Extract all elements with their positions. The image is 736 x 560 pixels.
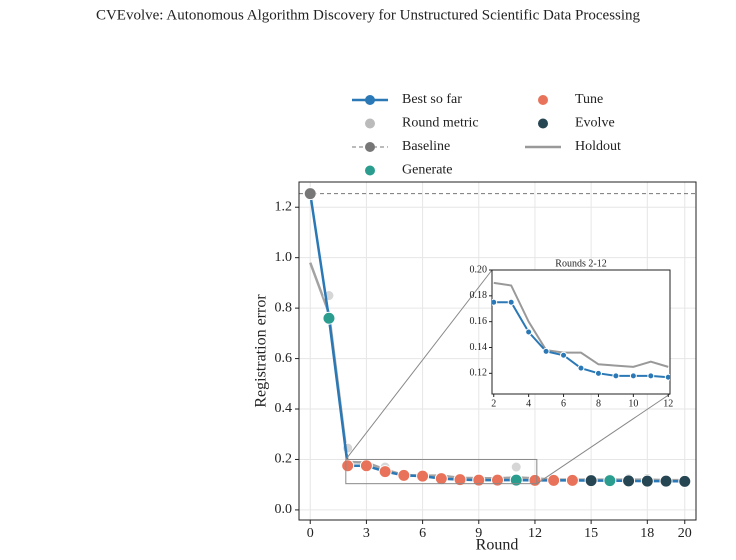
inset-point	[560, 351, 568, 359]
phase-point	[509, 473, 523, 487]
inset-y-tick-label: 0.14	[470, 342, 488, 353]
phase-point	[491, 473, 504, 487]
x-tick-label: 15	[584, 526, 598, 541]
phase-point	[547, 473, 561, 487]
baseline-point	[303, 187, 317, 201]
chart-title: CVEvolve: Autonomous Algorithm Discovery…	[96, 7, 641, 23]
x-tick-label: 0	[307, 526, 314, 541]
x-tick-label: 9	[475, 526, 482, 541]
y-tick-label: 0.6	[275, 351, 293, 366]
legend-label: Evolve	[575, 116, 615, 131]
inset-area	[491, 269, 671, 395]
inset-y-tick-label: 0.18	[470, 290, 488, 301]
inset-y-tick-label: 0.20	[470, 264, 488, 275]
x-axis-label: Round	[476, 537, 519, 554]
inset-point	[492, 298, 498, 306]
legend-label: Best so far	[402, 92, 462, 107]
y-axis-label: Registration error	[253, 294, 270, 408]
legend-marker	[538, 118, 548, 129]
inset-point	[507, 298, 515, 306]
x-tick-label: 12	[528, 526, 542, 541]
phase-point	[678, 474, 692, 488]
legend-marker	[365, 142, 375, 152]
phase-point	[584, 474, 598, 488]
legend-label: Round metric	[402, 116, 479, 131]
zoom-region	[345, 458, 538, 485]
legend-marker	[538, 95, 548, 105]
inset-y-tick-label: 0.12	[470, 368, 488, 379]
legend-marker	[365, 165, 375, 176]
inset-point	[525, 328, 533, 336]
phase-point	[341, 459, 355, 473]
phase-point	[640, 474, 654, 488]
inset-x-tick-label: 4	[526, 398, 531, 409]
y-tick-label: 0.8	[275, 300, 293, 315]
phase-point	[322, 311, 336, 325]
inset-point	[629, 372, 637, 380]
inset-point	[647, 372, 655, 380]
inset-x-tick-label: 2	[491, 398, 496, 409]
x-tick-label: 20	[678, 526, 692, 541]
phase-point	[378, 465, 392, 479]
inset-x-tick-label: 8	[596, 398, 601, 409]
legend-label: Holdout	[575, 139, 621, 154]
inset-point	[594, 369, 602, 377]
phase-point	[622, 474, 636, 488]
inset-y-tick-label: 0.16	[470, 316, 488, 327]
inset-point	[542, 347, 550, 355]
phase-point	[359, 459, 373, 473]
x-tick-label: 18	[640, 526, 654, 541]
phase-point	[528, 473, 542, 487]
y-tick-label: 0.2	[275, 452, 293, 467]
zoom-connector	[536, 393, 671, 485]
x-tick-label: 3	[363, 526, 370, 541]
inset-point	[577, 364, 585, 372]
phase-point	[603, 474, 617, 488]
phase-point	[659, 474, 673, 488]
inset-title: Rounds 2-12	[555, 258, 606, 269]
inset-point	[612, 372, 620, 380]
legend-marker	[365, 95, 375, 105]
x-tick-label: 6	[419, 526, 426, 541]
y-tick-label: 0.4	[275, 401, 293, 416]
inset-x-tick-label: 10	[628, 398, 638, 409]
phase-point	[397, 468, 411, 482]
zoom-connector	[345, 269, 493, 460]
inset-x-tick-label: 6	[561, 398, 566, 409]
round-metric-point	[510, 461, 522, 473]
y-tick-label: 1.0	[275, 250, 293, 265]
y-tick-label: 1.2	[275, 199, 293, 214]
legend-label: Tune	[575, 92, 603, 107]
y-tick-label: 0.0	[275, 502, 293, 517]
phase-point	[453, 473, 467, 487]
phase-point	[565, 473, 579, 487]
legend-marker	[365, 118, 375, 129]
legend-label: Generate	[402, 163, 453, 178]
inset-x-tick-label: 12	[663, 398, 673, 409]
series-line	[493, 281, 669, 368]
axes-frame	[298, 181, 697, 521]
phase-point	[472, 473, 486, 487]
phase-point	[416, 469, 430, 483]
inset-point	[664, 373, 670, 381]
legend-label: Baseline	[402, 139, 450, 154]
phase-point	[434, 472, 448, 486]
